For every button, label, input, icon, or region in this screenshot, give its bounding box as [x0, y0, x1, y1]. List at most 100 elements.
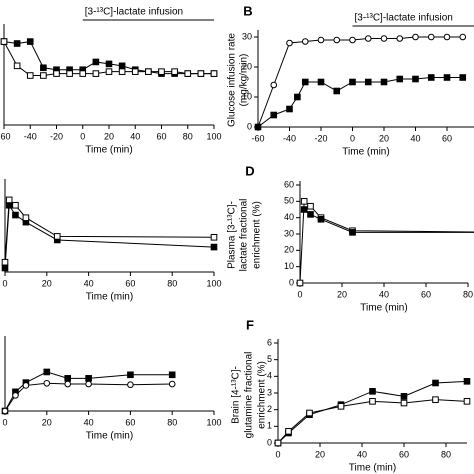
point: [296, 279, 304, 287]
point: [301, 78, 309, 86]
point: [463, 378, 471, 385]
point: [369, 398, 376, 405]
point: [294, 93, 301, 101]
x-tick-label: 20: [337, 289, 347, 299]
point: [131, 68, 139, 75]
y-tick-label: 30: [242, 31, 252, 41]
point: [12, 201, 19, 209]
point: [43, 368, 51, 376]
point: [400, 399, 408, 407]
x-tick-label: 40: [84, 278, 94, 288]
series-line: [4, 382, 173, 412]
series-line: [299, 200, 474, 284]
x-tick-label: -20: [50, 131, 63, 141]
x-tick-label: -20: [314, 133, 327, 143]
point: [85, 380, 92, 388]
point: [432, 379, 439, 387]
y-tick-label: 10: [284, 261, 294, 271]
y-tick-label: 10: [242, 91, 252, 101]
point: [306, 409, 313, 417]
y-tick-label: 20: [242, 61, 252, 71]
panel-letter: B: [243, 3, 252, 18]
annotation: [3-¹³C]-lactate infusion: [85, 7, 183, 18]
x-tick-label: 0: [2, 278, 7, 288]
panel-letter: D: [245, 163, 254, 178]
x-tick-label: 80: [167, 417, 177, 427]
panel-letter: F: [246, 317, 254, 332]
point: [286, 39, 293, 47]
point: [12, 392, 19, 399]
point: [317, 78, 325, 86]
point: [300, 206, 308, 213]
point: [364, 78, 372, 86]
x-tick-label: 80: [183, 131, 193, 141]
point: [274, 439, 282, 447]
panel: 0 20 40 60 80 100 Time (min): [1, 336, 222, 442]
point: [210, 70, 218, 77]
point: [333, 87, 341, 95]
point: [300, 198, 308, 205]
x-axis-label: Time (min): [86, 431, 133, 442]
point: [369, 388, 376, 395]
point: [145, 68, 152, 75]
x-tick-label: 60: [421, 289, 431, 299]
y-tick-label: 40: [284, 212, 294, 222]
y-tick-label: 5: [267, 354, 272, 364]
point: [184, 70, 192, 77]
y-axis-label: lactate fractional: [239, 199, 250, 272]
x-axis-label: Time (min): [360, 303, 407, 314]
point: [443, 33, 451, 41]
point: [127, 381, 134, 389]
point: [396, 75, 404, 83]
x-tick-label: 40: [410, 133, 420, 143]
x-tick-label: 60: [125, 417, 135, 427]
point: [1, 407, 9, 415]
point: [64, 380, 71, 388]
point: [92, 70, 100, 77]
point: [171, 68, 178, 75]
point: [307, 211, 314, 218]
point: [92, 58, 100, 66]
point: [26, 38, 34, 45]
x-tick-label: -40: [283, 133, 296, 143]
panel: 0 20 40 60 80 0 10 20 30 40 50 60 Time (min) Plasma […: [227, 163, 474, 314]
x-tick-label: 0: [80, 131, 85, 141]
y-tick-label: 60: [284, 179, 294, 189]
y-axis-label: enrichment (%): [252, 201, 263, 269]
point: [118, 62, 126, 70]
point: [53, 70, 60, 77]
panel: -60 -40 -20 0 20 40 60 0 10 20 30 Time (min) Glucose…: [227, 3, 474, 158]
x-tick-label: 40: [130, 131, 140, 141]
x-tick-label: 60: [399, 449, 409, 459]
point: [79, 70, 87, 77]
point: [349, 36, 356, 44]
point: [53, 233, 61, 240]
y-tick-label: 20: [284, 245, 294, 255]
series-line: [257, 77, 463, 128]
point: [427, 33, 435, 41]
point: [307, 202, 314, 210]
point: [40, 64, 47, 72]
x-tick-label: 0: [297, 289, 302, 299]
x-tick-label: 80: [441, 449, 451, 459]
point: [5, 196, 13, 204]
point: [317, 216, 325, 223]
point: [432, 396, 439, 403]
x-tick-label: 60: [156, 131, 166, 141]
y-tick-label: 3: [267, 387, 272, 397]
x-tick-label: 40: [357, 449, 367, 459]
x-tick-label: 0: [350, 133, 355, 143]
point: [412, 75, 419, 83]
y-tick-label: 30: [284, 228, 294, 238]
point: [396, 35, 404, 42]
point: [349, 229, 356, 236]
point: [66, 70, 73, 77]
point: [1, 264, 9, 272]
x-tick-label: 100: [206, 417, 221, 427]
series-line: [277, 380, 468, 444]
x-tick-label: 20: [42, 278, 52, 288]
y-tick-label: 2: [267, 404, 272, 414]
point: [364, 35, 372, 42]
